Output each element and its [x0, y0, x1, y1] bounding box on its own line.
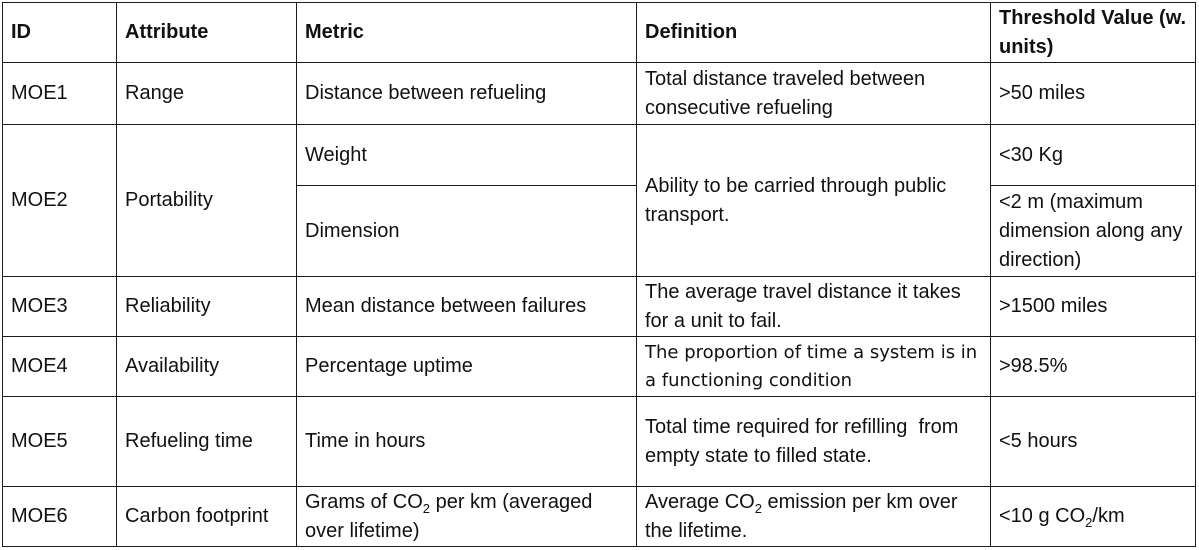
- threshold-text: /km: [1092, 505, 1125, 527]
- table-row: MOE4 Availability Percentage uptime The …: [2, 336, 1196, 397]
- header-metric: Metric: [296, 2, 637, 63]
- cell-threshold: <2 m (maximum dimension along any direct…: [990, 185, 1196, 277]
- cell-definition: The average travel distance it takes for…: [636, 276, 991, 337]
- cell-metric: Time in hours: [296, 396, 637, 487]
- cell-definition: Total distance traveled between consecut…: [636, 62, 991, 125]
- cell-definition: The proportion of time a system is in a …: [636, 336, 991, 397]
- cell-threshold: <10 g CO2/km: [990, 486, 1196, 547]
- cell-metric: Grams of CO2 per km (averaged over lifet…: [296, 486, 637, 547]
- cell-threshold: <30 Kg: [990, 124, 1196, 186]
- subscript: 2: [754, 500, 762, 516]
- cell-threshold: >98.5%: [990, 336, 1196, 397]
- definition-text: emission per km over the lifetime.: [645, 490, 958, 542]
- cell-id: MOE6: [2, 486, 117, 547]
- table-row: Dimension <2 m (maximum dimension along …: [3, 185, 1196, 277]
- cell-id: MOE2: [2, 124, 117, 277]
- definition-text: Average CO: [645, 490, 755, 513]
- cell-threshold: >1500 miles: [990, 276, 1196, 337]
- cell-id: MOE3: [2, 276, 117, 337]
- cell-id: MOE5: [2, 396, 117, 487]
- cell-metric: Mean distance between failures: [296, 276, 637, 337]
- header-threshold: Threshold Value (w. units): [990, 2, 1196, 63]
- cell-metric: Percentage uptime: [296, 336, 637, 397]
- cell-threshold: <5 hours: [990, 396, 1196, 487]
- cell-threshold: >50 miles: [990, 62, 1196, 125]
- table-row: MOE1 Range Distance between refueling To…: [2, 62, 1196, 125]
- header-definition: Definition: [636, 2, 991, 63]
- cell-metric: Dimension: [296, 185, 637, 277]
- cell-id: MOE1: [2, 62, 117, 125]
- cell-attribute: Range: [116, 62, 297, 125]
- header-id: ID: [2, 2, 117, 63]
- cell-definition: Average CO2 emission per km over the lif…: [636, 486, 991, 547]
- subscript: 2: [422, 500, 431, 516]
- cell-definition: Ability to be carried through public tra…: [636, 124, 991, 277]
- table-row: MOE5 Refueling time Time in hours Total …: [2, 396, 1196, 487]
- table-row: MOE2 Portability Weight Ability to be ca…: [2, 124, 1196, 277]
- metric-text: Grams of CO: [305, 490, 423, 513]
- table-row: MOE3 Reliability Mean distance between f…: [2, 276, 1196, 337]
- table-row: MOE6 Carbon footprint Grams of CO2 per k…: [2, 486, 1196, 547]
- header-attribute: Attribute: [116, 2, 297, 63]
- cell-attribute: Refueling time: [116, 396, 297, 487]
- threshold-text: <10 g CO: [999, 505, 1086, 527]
- cell-attribute: Portability: [116, 124, 297, 277]
- cell-attribute: Availability: [116, 336, 297, 397]
- cell-attribute: Carbon footprint: [116, 486, 297, 547]
- cell-metric: Weight: [296, 124, 637, 186]
- cell-metric: Distance between refueling: [296, 62, 637, 125]
- cell-definition: Total time required for refilling from e…: [636, 396, 991, 487]
- metric-text: per km (averaged over lifetime): [305, 490, 593, 542]
- cell-id: MOE4: [2, 336, 117, 397]
- header-row: ID Attribute Metric Definition Threshold…: [2, 2, 1196, 63]
- cell-attribute: Reliability: [116, 276, 297, 337]
- subscript: 2: [1085, 515, 1093, 530]
